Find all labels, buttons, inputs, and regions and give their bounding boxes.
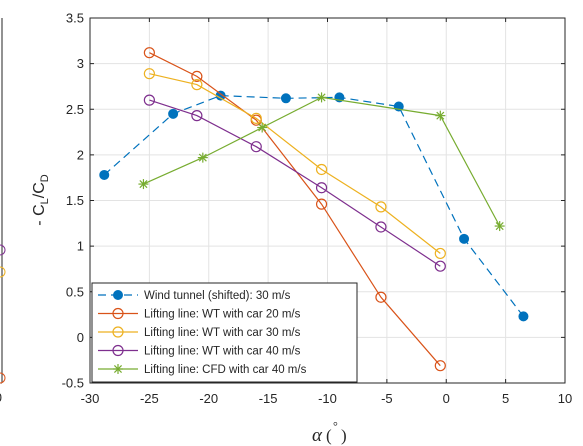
series-line (149, 99, 441, 267)
x-tick-label: -20 (199, 391, 218, 406)
plot-box (89, 17, 566, 384)
x-axis-label: α ( ° ) (312, 419, 347, 446)
data-point (435, 110, 446, 121)
legend-label: Lifting line: WT with car 30 m/s (144, 327, 301, 339)
data-point (168, 108, 179, 119)
y-tick-label: 0 (77, 330, 84, 345)
left-subplot-tick: 0 (0, 390, 2, 405)
data-point (257, 122, 268, 133)
data-point (250, 141, 262, 153)
series-line (103, 94, 524, 317)
legend: Wind tunnel (shifted): 30 m/s Lifting lin… (91, 282, 358, 383)
series-3 (143, 68, 446, 260)
data-point (197, 152, 208, 163)
x-tick-label: 0 (443, 391, 450, 406)
data-point (143, 68, 155, 80)
svg-text:- CL/CD: - CL/CD (31, 174, 51, 225)
y-tick-label: 2.5 (66, 102, 84, 117)
x-tick-label: -15 (259, 391, 278, 406)
x-tick-label: 5 (502, 391, 509, 406)
series-line (143, 96, 501, 227)
legend-item: Wind tunnel (shifted): 30 m/s (98, 290, 291, 302)
axes: -30 -25 -20 -15 -10 -5 0 5 10 -0.5 0 0.5 1 1.5 2 2.5 3 3.… (62, 11, 573, 407)
y-tick-label: 3.5 (66, 11, 84, 26)
legend-item: Lifting line: WT with car 30 m/s (98, 326, 301, 339)
data-point (316, 92, 327, 103)
data-point (434, 247, 446, 260)
series-1 (99, 90, 529, 322)
y-axis-label: - CL/CD (31, 174, 51, 225)
series-line (149, 52, 441, 367)
y-tick-label: 3 (77, 56, 84, 71)
data-point (494, 221, 505, 232)
data-point (191, 79, 203, 91)
data-point (191, 110, 203, 122)
y-tick-label: -0.5 (62, 376, 84, 391)
legend-marker (112, 307, 124, 320)
legend-label: Lifting line: WT with car 20 m/s (144, 309, 301, 321)
data-point (434, 260, 446, 272)
data-point (315, 198, 328, 210)
legend-item: Lifting line: WT with car 40 m/s (98, 344, 301, 358)
legend-label: Lifting line: WT with car 40 m/s (144, 346, 301, 358)
x-tick-label: -10 (318, 391, 337, 406)
legend-marker (112, 326, 124, 338)
x-tick-label: -30 (81, 391, 100, 406)
series-line (149, 73, 441, 254)
y-tick-label: 1 (77, 239, 84, 254)
svg-text:): ) (341, 426, 347, 445)
series-4 (143, 94, 446, 272)
data-point (375, 221, 387, 233)
data-point (315, 163, 328, 176)
legend-label: Wind tunnel (shifted): 30 m/s (144, 290, 291, 302)
x-tick-label: 10 (558, 391, 572, 406)
data-point (375, 291, 387, 303)
legend-item: Lifting line: WT with car 20 m/s (98, 307, 301, 321)
svg-text:(: ( (326, 426, 332, 445)
series-5 (138, 92, 505, 232)
data-point (250, 112, 262, 124)
data-point (99, 169, 110, 180)
data-point (518, 311, 529, 322)
x-tick-label: -5 (381, 391, 393, 406)
data-point (138, 179, 149, 190)
legend-item: Lifting line: CFD with car 40 m/s (98, 364, 307, 376)
y-tick-label: 2 (77, 147, 84, 162)
data-point (459, 233, 470, 244)
legend-marker (113, 290, 123, 300)
data-point (315, 182, 328, 194)
svg-text:α: α (312, 425, 323, 446)
data-point (434, 360, 446, 372)
data-point (143, 47, 155, 59)
legend-label: Lifting line: CFD with car 40 m/s (144, 364, 307, 376)
svg-text:°: ° (333, 419, 338, 433)
legend-marker (113, 364, 123, 374)
x-tick-label: -25 (140, 391, 159, 406)
legend-marker (112, 344, 124, 357)
left-subplot-fragment: 0 (0, 18, 6, 405)
y-tick-label: 1.5 (66, 193, 84, 208)
data-point (375, 201, 387, 213)
y-tick-label: 0.5 (66, 284, 84, 299)
series-layer (99, 47, 529, 372)
data-point (143, 94, 155, 106)
data-point (191, 70, 203, 83)
data-point (280, 93, 291, 104)
